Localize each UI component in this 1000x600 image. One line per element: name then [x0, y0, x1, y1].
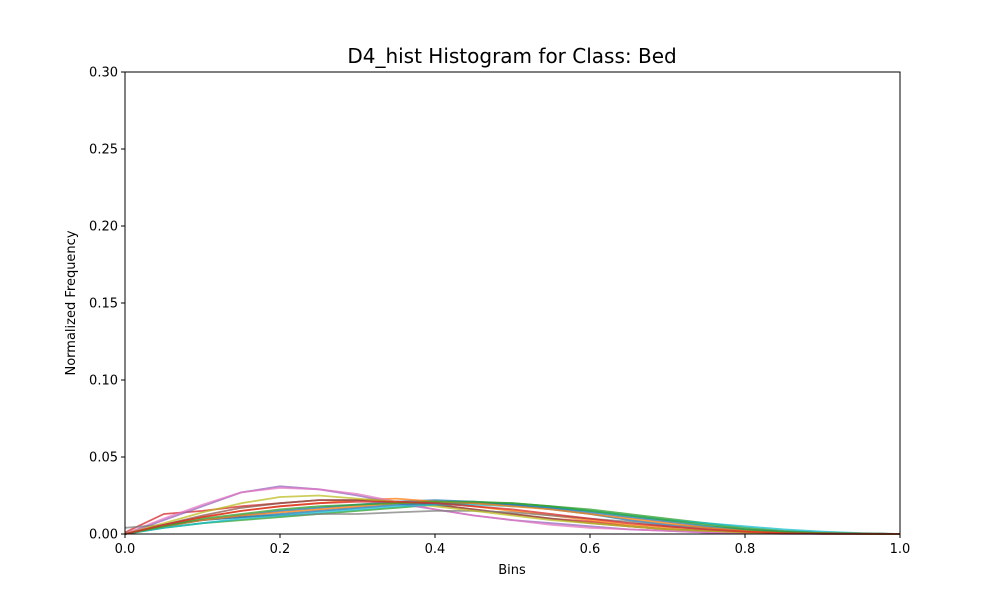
chart-title: D4_hist Histogram for Class: Bed — [347, 44, 676, 68]
series-line-13 — [124, 500, 901, 535]
y-tick-label: 0.00 — [89, 528, 118, 543]
y-axis-label: Normalized Frequency — [64, 230, 79, 375]
y-tick-label: 0.30 — [89, 66, 118, 81]
x-tick-label: 0.6 — [580, 542, 601, 557]
x-tick-label: 0.8 — [735, 542, 756, 557]
y-tick-label: 0.20 — [89, 220, 118, 235]
x-tick-label: 0.4 — [425, 542, 446, 557]
x-axis-label: Bins — [498, 563, 526, 578]
series-line-14 — [124, 500, 901, 535]
y-tick-label: 0.25 — [89, 143, 118, 158]
y-tick-label: 0.15 — [89, 297, 118, 312]
x-tick-label: 0.0 — [115, 542, 136, 557]
x-tick-label: 0.2 — [270, 542, 291, 557]
axes-frame — [124, 71, 901, 535]
y-axis-ticks: 0.00 0.05 0.10 0.15 0.20 0.25 0.30 — [89, 66, 125, 543]
series-group — [124, 485, 901, 535]
y-tick-label: 0.05 — [89, 451, 118, 466]
x-axis-ticks: 0.0 0.2 0.4 0.6 0.8 1.0 — [115, 534, 911, 557]
y-tick-label: 0.10 — [89, 374, 118, 389]
x-tick-label: 1.0 — [890, 542, 911, 557]
